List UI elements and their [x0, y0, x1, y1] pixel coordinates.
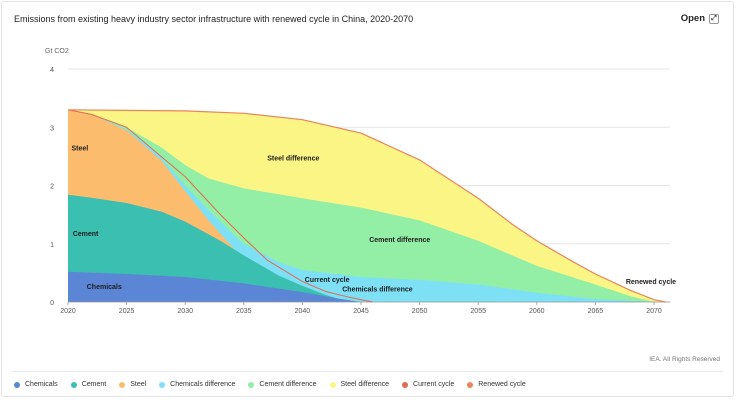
x-tick-label-2055: 2055 [470, 308, 486, 315]
x-tick-label-2025: 2025 [119, 308, 135, 315]
x-tick-label-2030: 2030 [177, 308, 193, 315]
line-renewed-cycle [67, 109, 666, 303]
legend-label: Renewed cycle [478, 381, 526, 388]
x-tick-label-2065: 2065 [588, 308, 604, 315]
legend-swatch [119, 381, 126, 388]
legend-label: Steel difference [340, 381, 390, 388]
legend-item-steel-difference[interactable]: Steel difference [329, 381, 390, 388]
x-tick-label-2050: 2050 [412, 308, 428, 315]
legend-swatch [467, 381, 474, 388]
expand-icon: ⤢ [709, 13, 719, 24]
x-tick-label-2060: 2060 [529, 308, 545, 315]
open-button[interactable]: Open ⤢ [681, 13, 719, 24]
x-tick-label-2045: 2045 [353, 308, 369, 315]
x-tick-label-2035: 2035 [236, 308, 252, 315]
area-chemicals [68, 271, 361, 302]
label-cement: Cement [73, 231, 99, 238]
legend-swatch [248, 381, 255, 388]
y-tick-label-0: 0 [50, 300, 54, 307]
x-tick-label-2040: 2040 [295, 308, 311, 315]
label-renewed-cycle: Renewed cycle [626, 279, 676, 286]
legend-swatch [70, 381, 77, 388]
label-current-cycle: Current cycle [305, 277, 350, 284]
legend-item-chemicals-difference[interactable]: Chemicals difference [159, 381, 235, 388]
legend-item-cement-difference[interactable]: Cement difference [248, 381, 317, 388]
label-steel: Steel [72, 146, 89, 153]
label-cement-difference: Cement difference [369, 237, 430, 244]
label-steel-difference: Steel difference [267, 155, 319, 162]
legend-item-steel[interactable]: Steel [119, 381, 146, 388]
legend-swatch [14, 381, 20, 388]
y-axis-unit: Gt CO2 [45, 48, 69, 55]
line-current-cycle [67, 109, 373, 303]
y-tick-label-4: 4 [50, 67, 54, 74]
label-chemicals: Chemicals [87, 284, 122, 291]
legend: Chemicals Cement Steel Chemicals difference… [14, 381, 526, 388]
legend-label: Cement difference [259, 381, 317, 388]
legend-label: Chemicals [25, 381, 58, 388]
legend-label: Steel [130, 381, 147, 388]
legend-label: Current cycle [413, 381, 455, 388]
y-tick-label-1: 1 [50, 242, 54, 249]
credit-text: IEA. All Rights Reserved [649, 356, 720, 363]
label-chemicals-difference: Chemicals difference [342, 287, 413, 294]
legend-item-chemicals[interactable]: Chemicals [14, 381, 58, 388]
chart-title: Emissions from existing heavy industry s… [14, 14, 414, 24]
legend-item-current-cycle[interactable]: Current cycle [402, 381, 454, 388]
legend-divider [12, 371, 723, 372]
open-label: Open [680, 13, 705, 24]
legend-swatch [329, 381, 336, 388]
legend-label: Chemicals difference [170, 381, 236, 388]
legend-swatch [402, 381, 409, 388]
y-tick-label-2: 2 [50, 184, 54, 191]
x-tick-label-2070: 2070 [646, 308, 662, 315]
legend-item-renewed-cycle[interactable]: Renewed cycle [467, 381, 526, 388]
x-tick-label-2020: 2020 [60, 308, 76, 315]
legend-label: Cement [81, 381, 107, 388]
legend-item-cement[interactable]: Cement [70, 381, 107, 388]
y-tick-label-3: 3 [50, 125, 54, 132]
legend-swatch [159, 381, 166, 388]
